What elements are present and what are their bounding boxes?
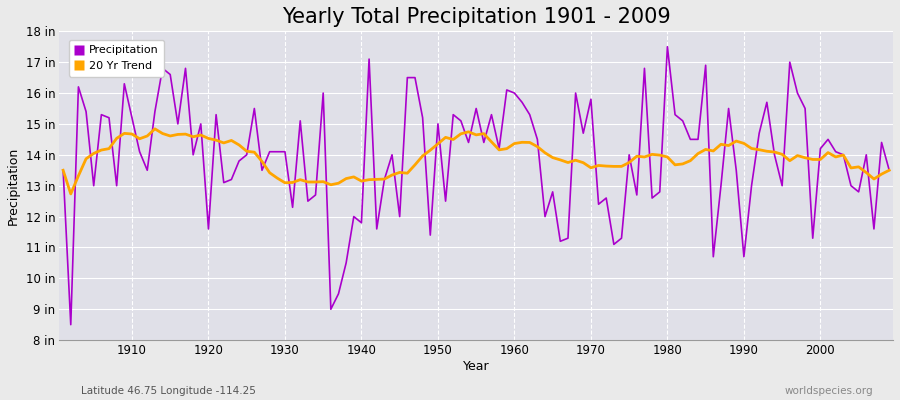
Text: Latitude 46.75 Longitude -114.25: Latitude 46.75 Longitude -114.25 [81,386,256,396]
Y-axis label: Precipitation: Precipitation [7,146,20,225]
Legend: Precipitation, 20 Yr Trend: Precipitation, 20 Yr Trend [69,40,165,76]
X-axis label: Year: Year [463,360,490,373]
Title: Yearly Total Precipitation 1901 - 2009: Yearly Total Precipitation 1901 - 2009 [282,7,670,27]
Text: worldspecies.org: worldspecies.org [785,386,873,396]
